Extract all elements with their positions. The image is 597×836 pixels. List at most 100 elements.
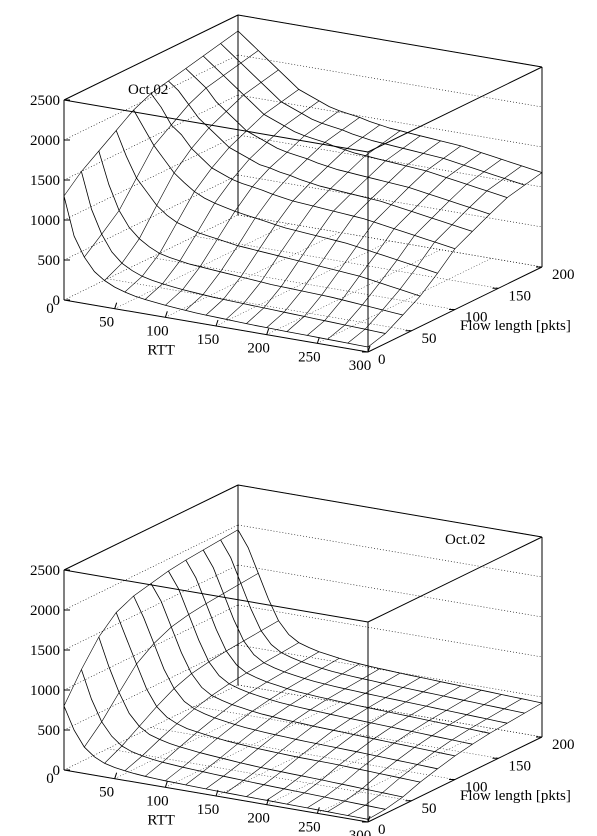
surface-chart-2: 0 500 1000 1500 2000 2500 0 50 100 150 200 250 300 0 5… [30,484,575,836]
y-tick-label: 200 [552,267,575,283]
y-tick-label: 50 [422,331,437,347]
z-tick-label: 500 [38,253,61,269]
back-gridline [237,174,543,228]
surface-cross-line [367,702,543,820]
floor-gridline [237,684,543,738]
z-tick-label: 0 [53,293,61,309]
back-gridline [237,94,543,148]
floor-gridline [266,719,441,805]
y-tick-label: 50 [422,801,437,817]
side-gridline [63,604,239,691]
surface-line-y40 [98,636,403,798]
back-gridline [237,134,543,188]
back-gridline [237,54,543,108]
x-tick-mark [164,311,168,318]
side-gridline [63,134,239,221]
box-edge [63,569,369,623]
surface-line-y180 [220,43,525,186]
chart-title: Oct.02 [128,82,168,98]
surface-cross-line [144,651,320,777]
surface-cross-line [63,30,239,197]
surface-cross-line [104,69,279,281]
x-tick-label: 100 [146,323,169,339]
z-tick-label: 2500 [30,563,60,579]
surface-cross-line [266,681,441,801]
floor-gridline [194,236,499,289]
x-tick-label: 200 [247,341,270,357]
surface-line-y180 [220,539,525,714]
box-edge [237,484,543,538]
z-tick-label: 500 [38,723,61,739]
x-tick-mark [316,807,320,814]
z-tick-label: 1500 [30,173,60,189]
box-edge [63,484,239,571]
z-tick-label: 2500 [30,93,60,109]
surface-line-y60 [115,612,421,783]
surface-line-y40 [98,150,403,316]
x-axis-label: RTT [147,343,174,359]
x-tick-mark [215,789,219,797]
x-tick-label: 250 [298,349,321,365]
x-origin-label: 0 [46,301,54,317]
z-tick-label: 1000 [30,213,60,229]
x-tick-label: 250 [298,819,321,835]
surface-cross-line [124,642,299,772]
floor-gridline [317,728,492,814]
surface-line-y160 [202,549,508,724]
surface-line-y20 [81,669,386,810]
surface-line-y60 [115,130,421,297]
y-axis-label: Flow length [pkts] [460,318,571,334]
surface-cross-line [84,573,259,748]
back-gridline [237,564,543,618]
y-tick-label: 0 [378,352,386,368]
surface-cross-line [63,529,239,707]
floor-gridline [215,240,391,327]
y-tick-label: 0 [378,822,386,836]
box-edge [367,536,543,623]
surface-cross-line [104,620,279,764]
surface-cross-line [307,152,482,336]
x-tick-label: 50 [99,315,114,331]
y-tick-label: 100 [465,310,488,326]
side-gridline [63,524,239,611]
box-edge [63,99,369,153]
x-tick-mark [114,772,118,779]
side-gridline [63,94,239,181]
floor-gridline [150,727,456,780]
back-gridline [237,644,543,698]
surface-line-y140 [185,559,490,734]
y-tick-label: 200 [552,737,575,753]
box-edge [63,14,239,101]
y-tick-label: 100 [465,780,488,796]
surface-line-y0 [63,705,369,820]
side-gridline [63,174,239,261]
surface-cross-line [286,685,462,805]
surface-cross-line [307,689,482,809]
z-tick-label: 2000 [30,133,60,149]
x-tick-mark [266,798,270,805]
side-gridline [63,564,239,651]
x-tick-label: 50 [99,785,114,801]
back-gridline [237,524,543,578]
z-tick-label: 1500 [30,643,60,659]
surface-line-y0 [63,195,369,348]
box-edge [237,14,543,68]
surface-cross-line [225,130,401,320]
surface-cross-line [347,165,522,344]
floor-gridline [317,258,492,344]
chart-title: Oct.02 [445,532,485,548]
floor-gridline [107,748,412,801]
surface-cross-line [367,172,543,348]
x-axis-label: RTT [147,813,174,829]
x-origin-label: 0 [46,771,54,787]
x-tick-mark [114,302,118,309]
surface-cross-line [144,100,320,300]
x-tick-label: 300 [349,358,372,374]
surface-line-y120 [168,80,473,232]
x-tick-label: 100 [146,793,169,809]
side-gridline [63,644,239,731]
surface-line-y20 [81,171,386,334]
x-tick-mark [215,319,219,327]
surface-cross-line [246,135,421,324]
surface-cross-line [327,694,502,812]
